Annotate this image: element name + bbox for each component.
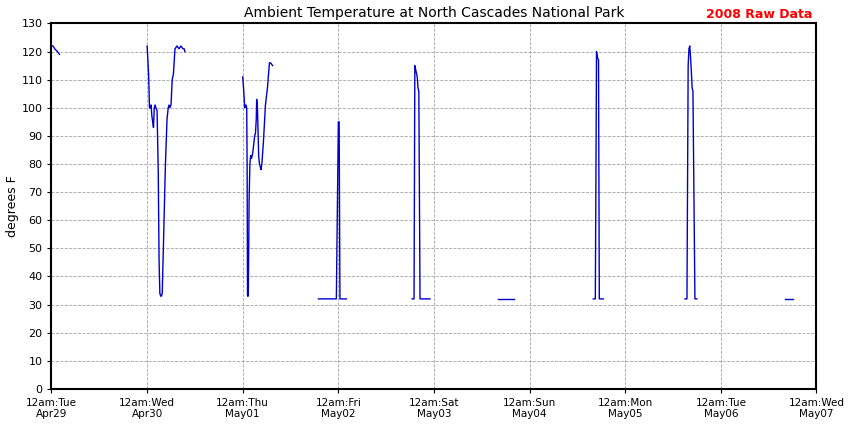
Text: 2008 Raw Data: 2008 Raw Data [706, 8, 813, 20]
Y-axis label: degrees F: degrees F [6, 175, 19, 237]
Title: Ambient Temperature at North Cascades National Park: Ambient Temperature at North Cascades Na… [244, 6, 624, 20]
